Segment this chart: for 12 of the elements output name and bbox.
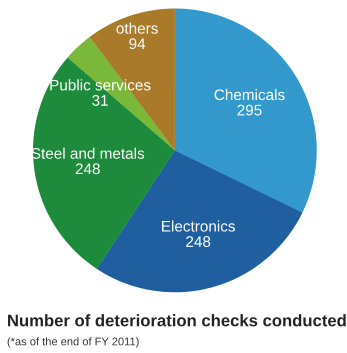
slice-label: Steel and metals [32, 148, 144, 159]
slice-label: Public services [50, 79, 150, 90]
data-label: 31 [92, 95, 108, 106]
slice-label: Electronics [162, 220, 235, 232]
data-label: 94 [129, 38, 146, 50]
slice-label: Chemicals [214, 88, 285, 100]
text: (*as of the end of FY 2011) [8, 337, 139, 348]
text: Number of deterioration checks conducted [8, 314, 346, 326]
data-label: 248 [76, 163, 100, 174]
slice-label: others [116, 22, 158, 34]
data-label: 248 [186, 236, 210, 247]
data-label: 295 [237, 104, 262, 116]
